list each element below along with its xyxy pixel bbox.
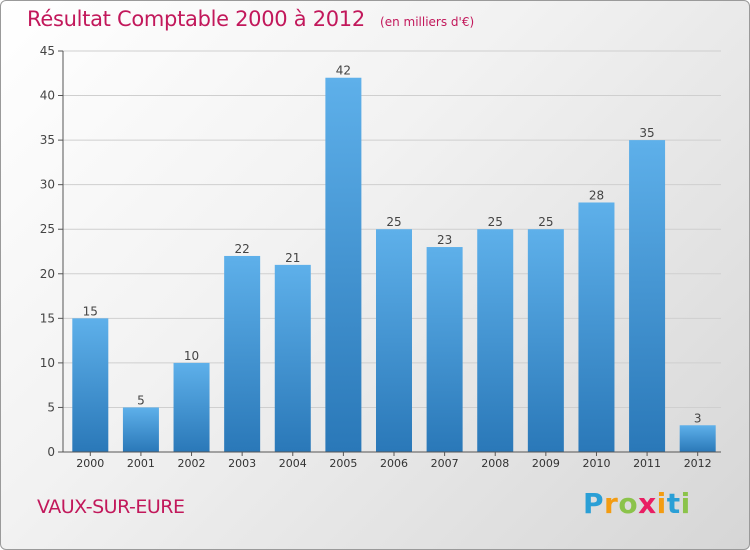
bar-2001 [122, 407, 159, 452]
x-tick-label: 2009 [532, 457, 560, 470]
logo-letter: o [618, 487, 639, 520]
x-tick-label: 2001 [127, 457, 155, 470]
logo-letter: x [638, 487, 657, 520]
data-label: 10 [184, 349, 199, 363]
chart-subtitle: (en milliers d'€) [380, 15, 475, 29]
x-tick-label: 2003 [228, 457, 256, 470]
bar-2006 [376, 229, 412, 452]
data-label: 25 [488, 215, 503, 229]
data-label: 3 [694, 411, 702, 425]
data-label: 25 [538, 215, 553, 229]
y-tick-label: 5 [47, 400, 55, 414]
data-label: 35 [639, 126, 654, 140]
logo-letter: t [666, 487, 681, 520]
bar-2007 [426, 247, 463, 452]
y-tick-label: 10 [40, 356, 55, 370]
data-label: 23 [437, 233, 452, 247]
bar-2000 [72, 318, 109, 452]
proxiti-logo[interactable]: Proxiti [583, 487, 691, 520]
x-tick-label: 2002 [178, 457, 206, 470]
y-tick-label: 0 [47, 445, 55, 459]
bar-2011 [629, 140, 666, 452]
x-tick-label: 2000 [76, 457, 104, 470]
bar-2012 [679, 425, 716, 452]
y-tick-label: 35 [40, 133, 55, 147]
bar-2005 [325, 77, 362, 452]
bar-2003 [224, 255, 261, 452]
logo-letter: i [680, 487, 691, 520]
y-tick-label: 45 [40, 44, 55, 58]
data-label: 22 [235, 242, 250, 256]
data-label: 15 [83, 304, 98, 318]
chart-title-block: Résultat Comptable 2000 à 2012 (en milli… [27, 7, 474, 31]
x-tick-label: 2012 [684, 457, 712, 470]
bar-2002 [173, 362, 210, 452]
data-label: 25 [386, 215, 401, 229]
y-tick-label: 30 [40, 178, 55, 192]
x-tick-label: 2010 [582, 457, 610, 470]
x-tick-label: 2004 [279, 457, 307, 470]
bar-2008 [477, 229, 514, 452]
y-tick-label: 40 [40, 89, 55, 103]
y-tick-label: 25 [40, 222, 55, 236]
chart-title: Résultat Comptable 2000 à 2012 [27, 7, 365, 31]
bar-2009 [527, 229, 564, 452]
bar-2010 [578, 202, 615, 452]
logo-letter: P [583, 487, 605, 520]
logo-letter: i [656, 487, 667, 520]
x-tick-label: 2007 [431, 457, 459, 470]
data-label: 21 [285, 251, 300, 265]
data-label: 28 [589, 188, 604, 202]
logo-letter: r [604, 487, 619, 520]
place-name: VAUX-SUR-EURE [37, 496, 185, 518]
y-tick-label: 15 [40, 311, 55, 325]
bar-2004 [274, 264, 311, 452]
x-tick-label: 2006 [380, 457, 408, 470]
data-label: 5 [137, 393, 145, 407]
y-tick-label: 20 [40, 267, 55, 281]
x-tick-label: 2011 [633, 457, 661, 470]
x-tick-label: 2005 [329, 457, 357, 470]
x-tick-label: 2008 [481, 457, 509, 470]
data-label: 42 [336, 64, 351, 78]
